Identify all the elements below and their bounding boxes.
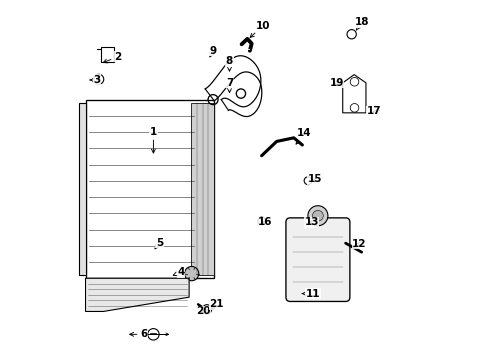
- FancyArrowPatch shape: [165, 333, 168, 336]
- Text: 20: 20: [196, 306, 210, 316]
- Circle shape: [184, 266, 198, 281]
- Circle shape: [97, 77, 101, 81]
- Text: 10: 10: [250, 21, 270, 37]
- Circle shape: [307, 206, 327, 226]
- Text: 17: 17: [366, 107, 380, 116]
- Text: 11: 11: [302, 289, 320, 298]
- Text: 4: 4: [173, 267, 184, 277]
- Text: 18: 18: [354, 17, 368, 30]
- Polygon shape: [190, 103, 214, 275]
- FancyBboxPatch shape: [285, 218, 349, 301]
- Text: 15: 15: [307, 174, 322, 184]
- Text: 8: 8: [225, 57, 233, 71]
- Text: 1: 1: [149, 127, 157, 153]
- Text: 14: 14: [295, 128, 311, 144]
- Text: 3: 3: [90, 75, 101, 85]
- Bar: [85, 100, 214, 278]
- Text: 5: 5: [155, 238, 163, 249]
- Text: 6: 6: [129, 329, 147, 339]
- Polygon shape: [79, 103, 85, 275]
- Text: 12: 12: [351, 239, 366, 249]
- Text: 19: 19: [329, 78, 343, 88]
- Text: 16: 16: [258, 217, 272, 227]
- Text: 9: 9: [209, 46, 216, 57]
- Polygon shape: [85, 278, 189, 311]
- Text: 2: 2: [103, 52, 121, 63]
- Text: 21: 21: [209, 299, 224, 309]
- Text: 7: 7: [225, 78, 233, 93]
- Circle shape: [312, 210, 323, 221]
- Text: 13: 13: [304, 217, 318, 227]
